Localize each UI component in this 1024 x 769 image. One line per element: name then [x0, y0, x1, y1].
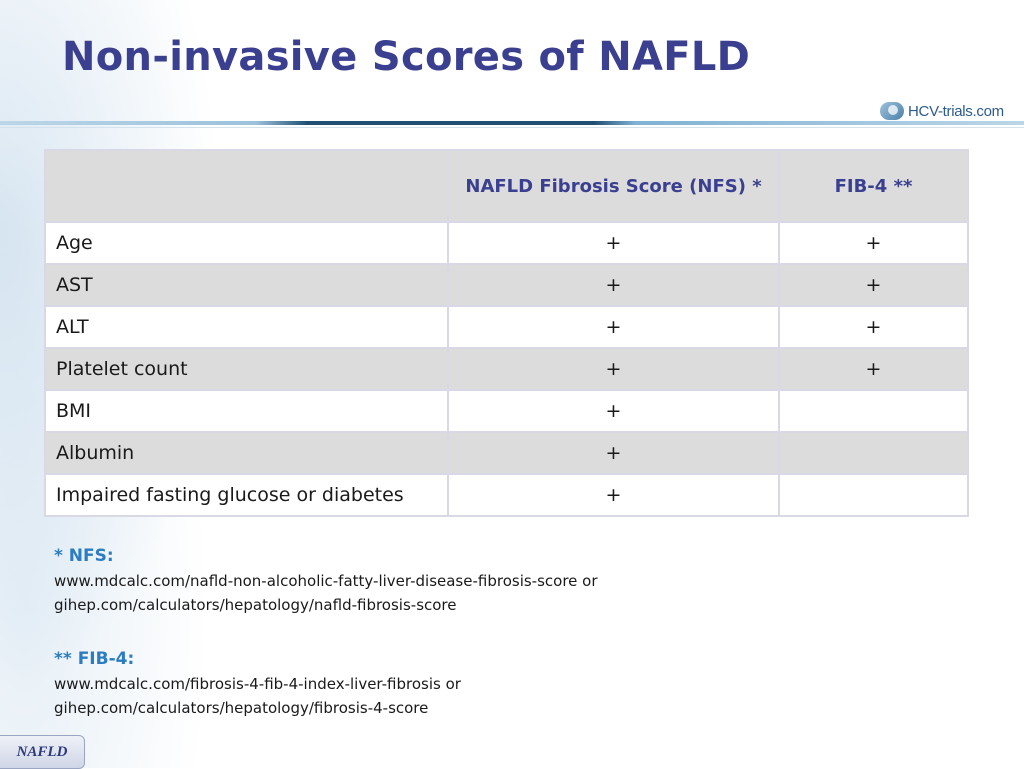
row-label: ALT	[44, 305, 449, 349]
row-label: Platelet count	[44, 347, 449, 391]
nfs-cell: +	[447, 347, 780, 391]
header-cell-empty	[44, 149, 449, 223]
fib4-cell: +	[778, 221, 969, 265]
nfs-footnote-link-mdcalc[interactable]: www.mdcalc.com/nafld-non-alcoholic-fatty…	[54, 572, 598, 590]
nfs-cell: +	[447, 389, 780, 433]
section-tag: NAFLD	[0, 735, 85, 769]
page-title: Non-invasive Scores of NAFLD	[62, 34, 751, 80]
row-label: BMI	[44, 389, 449, 433]
fib4-cell: +	[778, 305, 969, 349]
scores-table: NAFLD Fibrosis Score (NFS) * FIB-4 ** Ag…	[44, 149, 969, 517]
logo-text: HCV-trials.com	[908, 102, 1004, 120]
table-row: Platelet count + +	[44, 347, 969, 391]
fib4-cell	[778, 389, 969, 433]
hcv-trials-logo: HCV-trials.com	[880, 100, 1004, 122]
nfs-footnote-link-gihep[interactable]: gihep.com/calculators/hepatology/nafld-f…	[54, 596, 457, 614]
nfs-cell: +	[447, 473, 780, 517]
fib4-footnote-link-mdcalc[interactable]: www.mdcalc.com/fibrosis-4-fib-4-index-li…	[54, 675, 461, 693]
fib4-cell	[778, 431, 969, 475]
header-divider-thin	[0, 127, 1024, 128]
fib4-cell	[778, 473, 969, 517]
fib4-cell: +	[778, 347, 969, 391]
nfs-cell: +	[447, 221, 780, 265]
fib4-footnote-heading: ** FIB-4:	[54, 649, 135, 669]
row-label: Impaired fasting glucose or diabetes	[44, 473, 449, 517]
nfs-footnote: * NFS: www.mdcalc.com/nafld-non-alcoholi…	[54, 546, 598, 620]
table-row: Impaired fasting glucose or diabetes +	[44, 473, 969, 517]
fib4-footnote-link-gihep[interactable]: gihep.com/calculators/hepatology/fibrosi…	[54, 699, 429, 717]
header-divider	[0, 121, 1024, 125]
row-label: Albumin	[44, 431, 449, 475]
nfs-footnote-heading: * NFS:	[54, 546, 114, 566]
fib4-cell: +	[778, 263, 969, 307]
nfs-cell: +	[447, 263, 780, 307]
logo-icon	[880, 102, 904, 120]
table-row: AST + +	[44, 263, 969, 307]
row-label: Age	[44, 221, 449, 265]
table-row: BMI +	[44, 389, 969, 433]
header-cell-nfs: NAFLD Fibrosis Score (NFS) *	[447, 149, 780, 223]
table-row: Albumin +	[44, 431, 969, 475]
table-row: ALT + +	[44, 305, 969, 349]
fib4-footnote: ** FIB-4: www.mdcalc.com/fibrosis-4-fib-…	[54, 649, 461, 723]
row-label: AST	[44, 263, 449, 307]
header-cell-fib4: FIB-4 **	[778, 149, 969, 223]
table-row: Age + +	[44, 221, 969, 265]
table-header-row: NAFLD Fibrosis Score (NFS) * FIB-4 **	[44, 149, 969, 223]
nfs-cell: +	[447, 305, 780, 349]
nfs-cell: +	[447, 431, 780, 475]
